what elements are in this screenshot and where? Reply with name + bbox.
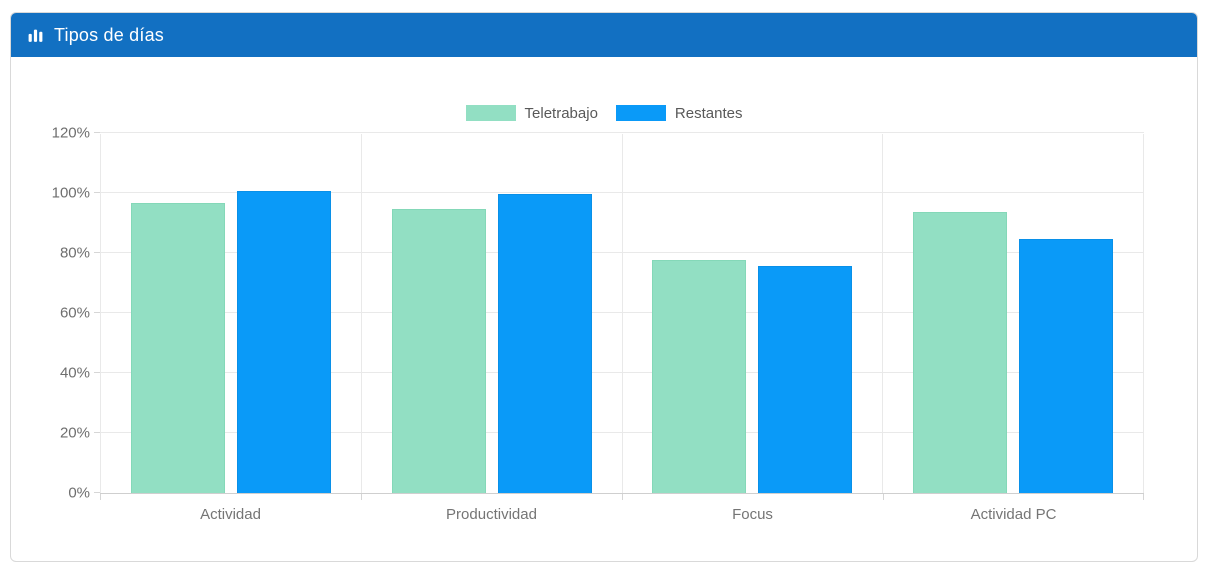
bar-teletrabajo-productividad[interactable]	[391, 208, 486, 493]
y-axis-label: 0%	[68, 484, 90, 502]
y-axis-tick	[94, 192, 100, 193]
legend-label: Restantes	[674, 104, 743, 122]
x-axis-labels: Actividad Productividad Focus Actividad PC	[100, 494, 1144, 523]
x-axis-tick	[883, 494, 884, 500]
y-axis-tick	[94, 492, 100, 493]
chart-legend: Teletrabajo Restantes	[11, 104, 1197, 122]
y-axis-tick	[94, 312, 100, 313]
x-axis-label-productividad: Productividad	[446, 506, 537, 523]
x-axis-tick	[622, 494, 623, 500]
y-axis-tick	[94, 432, 100, 433]
x-axis-label-actividad-pc: Actividad PC	[970, 506, 1057, 523]
y-axis-label: 120%	[51, 124, 90, 142]
x-axis-label-focus: Focus	[732, 506, 773, 523]
y-axis-label: 100%	[51, 184, 90, 202]
x-axis-tick	[361, 494, 362, 500]
bar-teletrabajo-actividad-pc[interactable]	[913, 211, 1008, 493]
bar-restantes-actividad[interactable]	[236, 190, 331, 493]
tipos-de-dias-card: Tipos de días Teletrabajo Restantes 0% 20%…	[10, 12, 1198, 562]
bar-teletrabajo-focus[interactable]	[652, 259, 747, 493]
bar-group-actividad	[101, 134, 362, 493]
bar-restantes-productividad[interactable]	[497, 193, 592, 493]
legend-swatch	[615, 105, 666, 121]
chart-plot-area: 0% 20% 40% 60% 80% 100% 120%	[52, 126, 1144, 501]
y-axis-label: 80%	[59, 244, 90, 262]
bar-group-actividad-pc	[883, 134, 1144, 493]
card-header: Tipos de días	[11, 13, 1197, 57]
x-axis-label-actividad: Actividad	[200, 506, 261, 523]
bar-group-productividad	[362, 134, 623, 493]
bar-groups	[100, 134, 1144, 493]
card-title: Tipos de días	[54, 24, 164, 45]
bar-teletrabajo-actividad[interactable]	[130, 202, 225, 493]
x-axis-tick	[100, 494, 101, 500]
y-axis-tick	[94, 252, 100, 253]
y-axis-tick	[94, 132, 100, 133]
gridline	[100, 132, 1144, 133]
bar-group-focus	[623, 134, 884, 493]
legend-item-restantes[interactable]: Restantes	[615, 104, 743, 122]
y-axis-label: 40%	[59, 364, 90, 382]
y-axis-label: 60%	[59, 304, 90, 322]
legend-swatch	[465, 105, 516, 121]
bar-restantes-focus[interactable]	[758, 265, 853, 493]
bar-chart-icon	[27, 27, 44, 44]
y-axis-tick	[94, 372, 100, 373]
legend-item-teletrabajo[interactable]: Teletrabajo	[465, 104, 598, 122]
x-axis-tick	[1143, 494, 1144, 500]
bar-restantes-actividad-pc[interactable]	[1019, 238, 1114, 493]
legend-label: Teletrabajo	[524, 104, 598, 122]
y-axis-label: 20%	[59, 424, 90, 442]
